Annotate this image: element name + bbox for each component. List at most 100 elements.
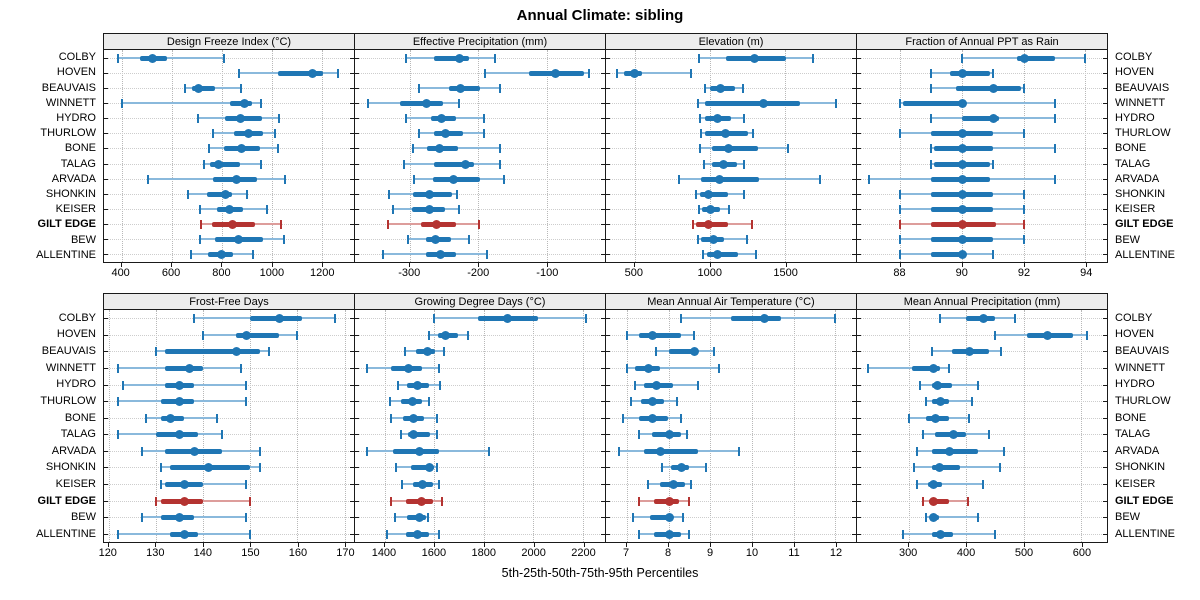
y-tick-left	[857, 224, 861, 226]
y-tick-left	[606, 384, 610, 386]
whisker-cap	[695, 189, 698, 199]
panel-strip-title: Growing Degree Days (°C)	[354, 293, 606, 310]
y-tick-right	[601, 209, 605, 210]
station-label: KEISER	[55, 203, 96, 216]
gridline-vertical	[835, 310, 837, 542]
gridline-vertical	[1023, 50, 1025, 262]
y-tick-left	[606, 401, 610, 403]
median-dot	[415, 446, 425, 456]
whisker-cap	[899, 99, 902, 108]
y-tick-left	[606, 87, 610, 89]
y-tick-left	[857, 318, 861, 320]
y-tick-right	[852, 500, 856, 502]
whisker-cap	[458, 99, 461, 108]
whisker-cap	[1053, 114, 1056, 124]
gridline-vertical	[710, 310, 712, 542]
x-tick-label: 2200	[571, 547, 596, 559]
median-dot	[944, 446, 954, 456]
gridline-horizontal	[356, 500, 604, 502]
median-dot	[957, 159, 967, 169]
whisker-cap	[968, 413, 971, 423]
whisker-cap	[700, 129, 703, 139]
median-dot	[424, 205, 434, 214]
whisker-cap	[116, 53, 119, 63]
y-tick-left	[857, 118, 861, 120]
median-dot	[227, 220, 237, 230]
whisker-cap	[467, 235, 470, 245]
whisker-cap	[713, 347, 716, 357]
y-tick-right	[350, 224, 354, 226]
whisker-cap	[252, 250, 254, 260]
station-label: BEW	[70, 511, 96, 524]
whisker-cap	[482, 129, 485, 139]
percentile-5-95-whisker	[160, 483, 246, 485]
whisker-cap	[117, 529, 120, 539]
median-dot	[933, 380, 943, 390]
y-tick-left	[104, 103, 108, 104]
y-tick-left	[355, 450, 359, 452]
y-tick-right	[1103, 87, 1107, 89]
y-tick-left	[355, 163, 359, 165]
y-tick-right	[852, 318, 856, 320]
whisker-cap	[192, 314, 195, 324]
median-dot	[708, 235, 718, 245]
y-tick-left	[857, 103, 861, 104]
y-tick-left	[606, 254, 610, 256]
y-tick-left	[857, 500, 861, 502]
median-dot	[233, 235, 243, 245]
y-tick-left	[355, 384, 359, 386]
gridline-horizontal	[356, 417, 604, 419]
y-tick-right	[601, 103, 605, 104]
percentile-5-95-whisker	[616, 71, 692, 74]
y-tick-left	[857, 368, 861, 369]
median-dot	[677, 463, 686, 473]
panel-strip-title: Frost-Free Days	[103, 293, 355, 310]
station-label: HYDRO	[56, 378, 96, 391]
y-tick-right	[350, 163, 354, 165]
whisker-cap	[197, 114, 200, 124]
whisker-cap	[389, 413, 392, 423]
whisker-cap	[705, 463, 707, 473]
whisker-cap	[388, 189, 391, 199]
median-dot	[988, 83, 998, 93]
whisker-cap	[717, 364, 720, 373]
whisker-cap	[913, 463, 916, 473]
percentile-25-75-bar	[706, 252, 739, 258]
panel-design-freeze-index-c-: Design Freeze Index (°C) 400 600 800 1000 120…	[103, 33, 355, 280]
x-tick	[899, 263, 901, 267]
y-tick-left	[355, 118, 359, 120]
panel-strip-title: Effective Precipitation (mm)	[354, 33, 606, 50]
y-tick-right	[601, 239, 605, 241]
median-dot	[220, 189, 230, 199]
whisker-cap	[688, 529, 691, 539]
gridline-horizontal	[858, 417, 1106, 419]
y-tick-left	[104, 118, 108, 120]
median-dot	[421, 99, 431, 108]
whisker-cap	[1053, 174, 1056, 184]
y-tick-right	[350, 239, 354, 241]
percentile-5-95-whisker	[117, 56, 224, 59]
y-tick-right	[852, 148, 856, 150]
x-tick-label: -300	[398, 267, 421, 279]
whisker-cap	[259, 99, 262, 108]
y-tick-right	[601, 517, 605, 519]
station-label: BEAUVAIS	[1115, 345, 1170, 358]
whisker-cap	[930, 159, 933, 169]
median-dot	[713, 250, 723, 260]
whisker-cap	[704, 83, 707, 93]
median-dot	[441, 129, 451, 139]
x-tick	[383, 543, 385, 547]
median-dot	[422, 347, 432, 357]
median-dot	[456, 83, 466, 93]
gridline-vertical	[634, 50, 636, 262]
whisker-cap	[922, 430, 925, 440]
whisker-cap	[239, 364, 242, 373]
gridline-vertical	[546, 50, 548, 262]
median-dot	[957, 144, 967, 154]
median-dot	[713, 114, 723, 124]
panel-group-top: COLBY HOVEN BEAUVAIS WINNETT HYDRO THURLOW BON…	[0, 33, 1200, 280]
median-dot	[715, 174, 725, 184]
x-tick	[171, 263, 173, 267]
y-tick-right	[1103, 318, 1107, 320]
panel-mean-annual-precipitation-mm-: Mean Annual Precipitation (mm) 300 400 500 6…	[856, 293, 1108, 560]
